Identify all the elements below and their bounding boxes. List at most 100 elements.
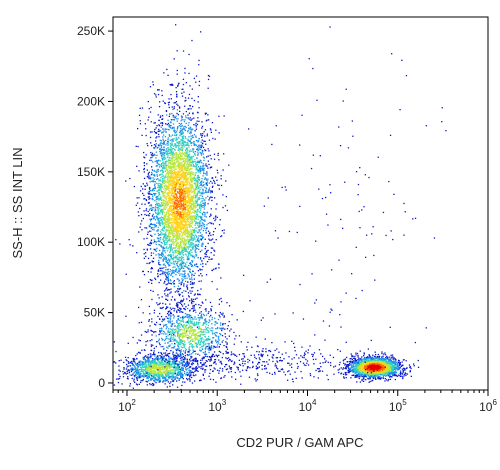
data-point	[172, 263, 174, 265]
data-point	[180, 281, 182, 283]
data-point	[158, 125, 161, 127]
data-point	[161, 175, 163, 178]
data-point	[181, 129, 183, 132]
data-point	[211, 199, 213, 202]
data-point	[206, 227, 208, 229]
data-point	[177, 305, 179, 307]
data-point	[195, 139, 198, 142]
data-point	[198, 280, 200, 282]
data-point	[158, 224, 160, 226]
data-point	[184, 144, 186, 146]
data-point	[163, 241, 166, 243]
data-point	[193, 367, 195, 369]
data-point	[173, 215, 175, 217]
data-point	[171, 144, 173, 146]
data-points	[113, 24, 447, 391]
data-point	[173, 236, 176, 238]
data-point	[158, 192, 160, 194]
data-point	[166, 152, 169, 155]
data-point	[205, 299, 207, 301]
data-point	[153, 178, 155, 180]
data-point	[173, 130, 175, 132]
data-point	[183, 273, 186, 275]
data-point	[182, 231, 184, 233]
data-point	[189, 235, 192, 238]
data-point	[164, 166, 166, 169]
data-point	[165, 166, 167, 168]
data-point	[184, 250, 186, 252]
data-point	[169, 313, 172, 315]
data-point	[179, 199, 181, 201]
data-point	[193, 204, 195, 206]
data-point	[163, 263, 165, 265]
data-point	[173, 171, 176, 173]
data-point	[184, 141, 186, 143]
data-point	[186, 152, 188, 154]
data-point	[168, 170, 170, 173]
data-point	[196, 148, 198, 150]
data-point	[195, 196, 197, 199]
data-point	[163, 227, 165, 229]
data-point	[187, 241, 189, 243]
data-point	[182, 184, 184, 186]
data-point	[143, 151, 145, 154]
data-point	[185, 186, 188, 188]
data-point	[168, 262, 170, 264]
data-point	[195, 128, 198, 130]
data-point	[196, 185, 199, 187]
data-point	[182, 273, 184, 275]
data-point	[191, 277, 193, 279]
data-point	[179, 191, 182, 194]
data-point	[204, 219, 206, 221]
data-point	[176, 165, 179, 167]
data-point	[143, 156, 145, 158]
data-point	[146, 381, 148, 383]
data-point	[171, 192, 173, 194]
data-point	[182, 148, 184, 150]
data-point	[156, 161, 159, 164]
data-point	[203, 168, 205, 171]
data-point	[183, 126, 185, 128]
data-point	[152, 242, 154, 244]
data-point	[183, 195, 185, 197]
data-point	[188, 215, 190, 218]
data-point	[186, 229, 189, 231]
data-point	[179, 131, 182, 133]
data-point	[182, 177, 184, 179]
data-point	[149, 208, 151, 210]
data-point	[182, 247, 184, 249]
data-point	[184, 178, 186, 180]
data-point	[207, 155, 209, 157]
data-point	[171, 149, 173, 152]
data-point	[171, 176, 173, 178]
data-point	[184, 212, 186, 214]
data-point	[185, 178, 187, 180]
data-point	[117, 381, 120, 384]
data-point	[185, 137, 187, 140]
data-point	[196, 222, 199, 224]
data-point	[149, 209, 151, 211]
data-point	[163, 236, 165, 239]
data-point	[188, 157, 190, 159]
data-point	[143, 372, 145, 374]
data-point	[179, 274, 181, 276]
data-point	[152, 290, 154, 292]
data-point	[193, 196, 195, 198]
data-point	[181, 223, 183, 225]
data-point	[225, 180, 227, 182]
data-point	[145, 134, 147, 137]
data-point	[187, 220, 190, 222]
data-point	[164, 242, 166, 244]
data-point	[185, 365, 187, 367]
data-point	[142, 188, 144, 190]
data-point	[180, 253, 182, 255]
data-point	[158, 128, 160, 131]
data-point	[163, 239, 165, 241]
data-point	[189, 163, 191, 165]
data-point	[142, 361, 144, 363]
data-point	[189, 271, 191, 273]
data-point	[179, 152, 181, 154]
data-point	[149, 225, 151, 228]
data-point	[214, 197, 216, 199]
data-point	[171, 204, 174, 207]
